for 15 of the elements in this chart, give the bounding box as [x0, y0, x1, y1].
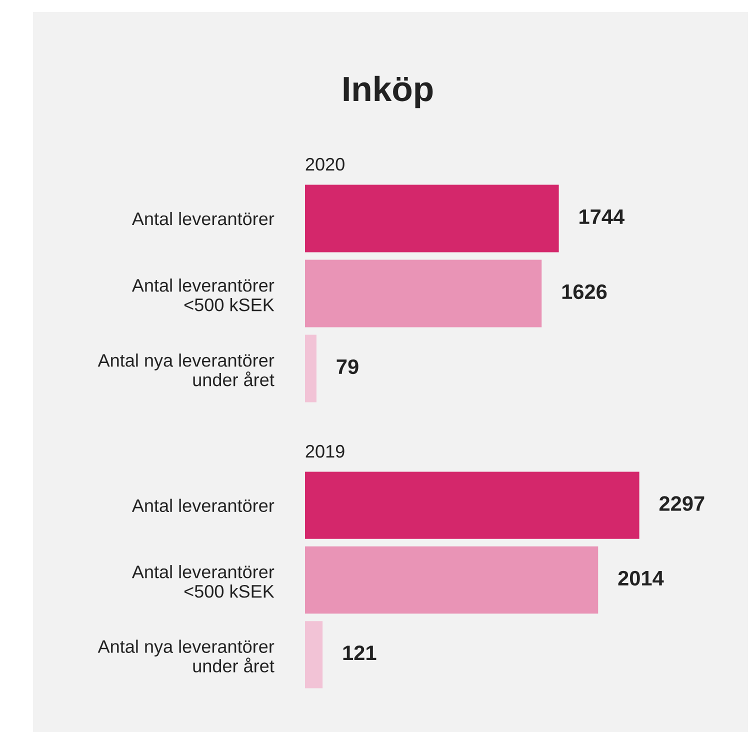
y-tick-label: Antal nya leverantörer under året — [98, 354, 274, 386]
y-tick-label: Antal leverantörer <500 kSEK — [132, 565, 274, 598]
y-tick-label: Antal leverantörer — [132, 498, 274, 512]
data-label: 1744 — [580, 210, 624, 224]
data-label: 2297 — [659, 496, 704, 511]
data-label: 2014 — [618, 570, 664, 586]
data-label: 121 — [343, 646, 376, 660]
y-tick-label: Antal leverantörer <500 kSEK — [132, 278, 274, 312]
y-tick-label: Antal leverantörer — [132, 212, 274, 226]
chart-title: Inköp — [344, 76, 433, 108]
chart-subtitle: 2020 — [306, 158, 344, 171]
data-label: 79 — [336, 359, 358, 374]
y-tick-label: Antal nya leverantörer under året — [98, 640, 274, 672]
chart-subtitle: 2019 — [306, 444, 344, 458]
data-label: 1626 — [562, 284, 607, 300]
